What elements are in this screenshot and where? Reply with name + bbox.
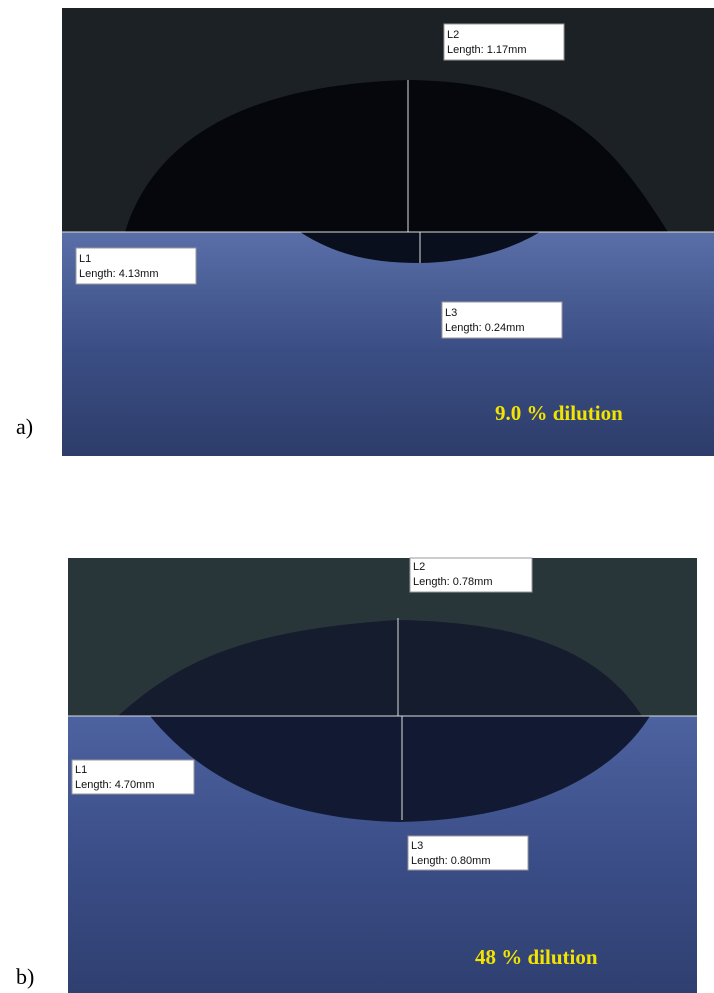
measure-name: L3 xyxy=(411,840,423,852)
figure: L2 Length: 1.17mm L1 Length: 4.13mm L3 L… xyxy=(0,0,714,993)
panel-b: L2 Length: 0.78mm L1 Length: 4.70mm L3 L… xyxy=(16,558,697,993)
measure-name: L1 xyxy=(75,764,87,776)
measure-name: L1 xyxy=(79,253,91,265)
dilution-label: 48 % dilution xyxy=(475,945,598,969)
panel-label: b) xyxy=(16,964,34,989)
panel-a: L2 Length: 1.17mm L1 Length: 4.13mm L3 L… xyxy=(16,8,714,456)
measure-name: L2 xyxy=(447,29,459,41)
dilution-label: 9.0 % dilution xyxy=(495,401,623,425)
measure-length: Length: 0.24mm xyxy=(445,322,525,334)
measure-length: Length: 1.17mm xyxy=(447,44,527,56)
measure-length: Length: 4.70mm xyxy=(75,779,155,791)
measure-length: Length: 0.80mm xyxy=(411,855,491,867)
measure-name: L2 xyxy=(413,561,425,573)
panel-label: a) xyxy=(16,414,33,439)
measure-name: L3 xyxy=(445,307,457,319)
measure-length: Length: 4.13mm xyxy=(79,268,159,280)
measure-length: Length: 0.78mm xyxy=(413,576,493,588)
